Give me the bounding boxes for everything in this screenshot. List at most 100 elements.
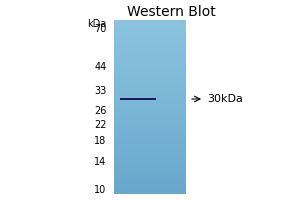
Bar xyxy=(114,100,186,101)
Bar xyxy=(114,51,186,52)
Bar xyxy=(114,93,186,94)
Bar xyxy=(114,33,186,34)
Bar xyxy=(114,29,186,30)
Bar xyxy=(114,125,186,126)
Bar xyxy=(114,84,186,85)
Bar xyxy=(114,134,186,135)
Bar xyxy=(114,70,186,71)
Bar xyxy=(114,68,186,69)
Bar xyxy=(114,62,186,63)
Bar xyxy=(114,38,186,39)
Bar xyxy=(114,116,186,117)
Bar xyxy=(114,87,186,88)
Bar xyxy=(114,41,186,42)
Bar xyxy=(114,72,186,73)
Text: 22: 22 xyxy=(94,120,106,130)
Bar xyxy=(114,138,186,139)
Text: Western Blot: Western Blot xyxy=(127,5,215,19)
Bar xyxy=(114,131,186,132)
Bar xyxy=(114,88,186,89)
Bar xyxy=(114,49,186,50)
Bar xyxy=(114,177,186,178)
Bar xyxy=(114,36,186,37)
Bar xyxy=(114,105,186,106)
Bar xyxy=(114,52,186,53)
Bar xyxy=(114,54,186,55)
Text: 18: 18 xyxy=(94,136,106,146)
Bar xyxy=(114,22,186,23)
Bar xyxy=(114,34,186,35)
Bar xyxy=(114,122,186,123)
Bar xyxy=(114,96,186,97)
Bar xyxy=(114,150,186,151)
Bar xyxy=(114,155,186,156)
Bar xyxy=(114,99,186,100)
Bar xyxy=(114,37,186,38)
Bar xyxy=(114,172,186,173)
Bar xyxy=(114,180,186,181)
Bar xyxy=(114,184,186,185)
Bar xyxy=(114,176,186,177)
Text: 44: 44 xyxy=(94,62,106,72)
Bar xyxy=(114,57,186,58)
Bar xyxy=(114,45,186,46)
Bar xyxy=(114,55,186,56)
Bar xyxy=(114,35,186,36)
Bar xyxy=(114,160,186,161)
Bar xyxy=(114,82,186,83)
Bar xyxy=(114,139,186,140)
Text: 14: 14 xyxy=(94,157,106,167)
Bar xyxy=(114,58,186,59)
Bar xyxy=(114,43,186,44)
Bar xyxy=(114,121,186,122)
Bar xyxy=(114,115,186,116)
Bar xyxy=(114,169,186,170)
Bar xyxy=(114,47,186,48)
Bar xyxy=(114,40,186,41)
Bar xyxy=(114,27,186,28)
Bar xyxy=(114,78,186,79)
Bar xyxy=(114,178,186,179)
Bar xyxy=(114,141,186,142)
Bar xyxy=(114,174,186,175)
Bar xyxy=(114,44,186,45)
Bar xyxy=(114,48,186,49)
Bar xyxy=(114,71,186,72)
Bar xyxy=(114,148,186,149)
Bar xyxy=(114,114,186,115)
Bar xyxy=(114,163,186,164)
Bar xyxy=(114,95,186,96)
Text: 33: 33 xyxy=(94,86,106,96)
Bar xyxy=(114,189,186,190)
Bar xyxy=(114,146,186,147)
Bar xyxy=(114,149,186,150)
Bar xyxy=(114,187,186,188)
Bar xyxy=(114,80,186,81)
Bar xyxy=(114,175,186,176)
Bar xyxy=(114,159,186,160)
Bar xyxy=(114,135,186,136)
Bar xyxy=(114,127,186,128)
Bar xyxy=(114,129,186,130)
Bar xyxy=(114,171,186,172)
Bar xyxy=(114,39,186,40)
Text: 70: 70 xyxy=(94,24,106,34)
Bar xyxy=(114,130,186,131)
Bar xyxy=(114,64,186,65)
Bar xyxy=(114,21,186,22)
Bar xyxy=(114,167,186,168)
Bar xyxy=(114,69,186,70)
Bar xyxy=(114,143,186,144)
Bar xyxy=(114,124,186,125)
Bar xyxy=(114,161,186,162)
Bar xyxy=(114,113,186,114)
Bar xyxy=(114,28,186,29)
Bar xyxy=(114,168,186,169)
Bar xyxy=(114,152,186,153)
Bar xyxy=(114,56,186,57)
Bar xyxy=(114,23,186,24)
Bar xyxy=(114,89,186,90)
Bar xyxy=(114,186,186,187)
Bar xyxy=(114,86,186,87)
Bar xyxy=(114,31,186,32)
